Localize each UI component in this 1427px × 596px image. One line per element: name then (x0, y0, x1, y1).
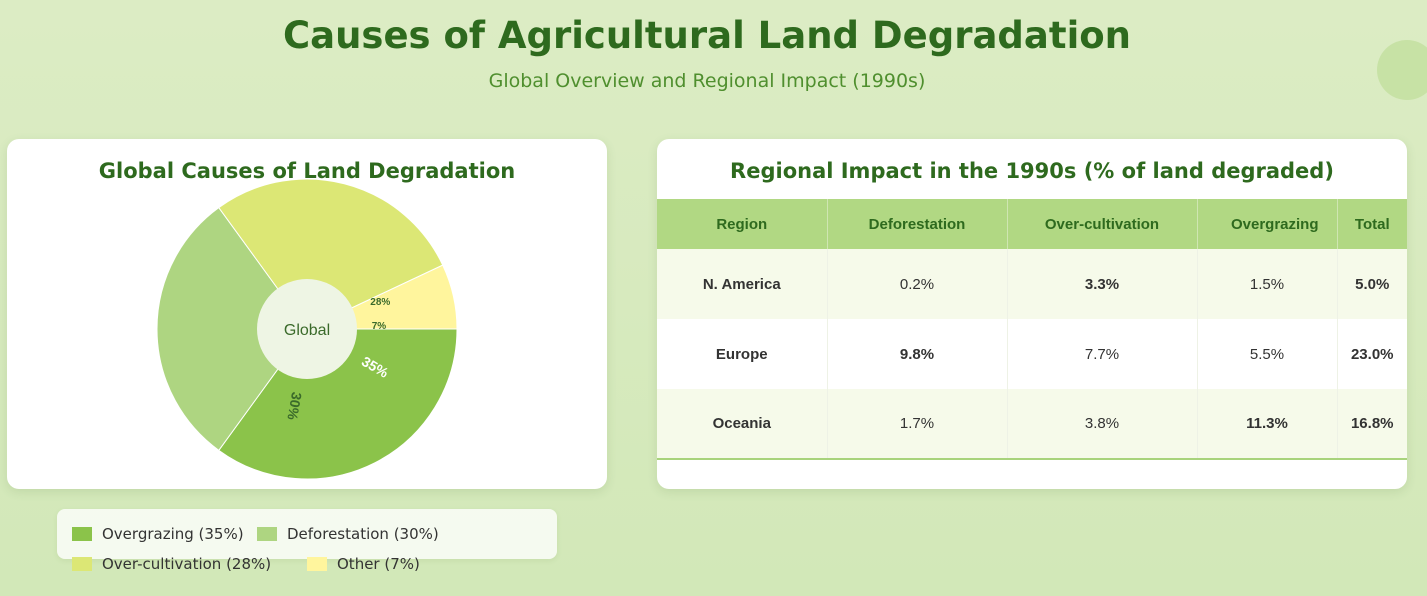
overgrazing-cell: 5.5% (1197, 319, 1338, 389)
pie-legend: Overgrazing (35%) Deforestation (30%) Ov… (57, 509, 557, 573)
pie-slice-label-over-cultivation: 28% (370, 297, 390, 308)
page-subtitle: Global Overview and Regional Impact (199… (488, 70, 926, 92)
legend-label-deforestation: Deforestation (30%) (287, 525, 439, 543)
table-row: N. America 0.2% 3.3% 1.5% 5.0% (657, 249, 1407, 319)
legend-swatch-deforestation (257, 527, 277, 541)
decorative-circle (1377, 40, 1427, 100)
region-cell: Europe (657, 319, 828, 389)
column-header-region[interactable]: Region (657, 199, 828, 249)
pie-center-hole (257, 279, 357, 379)
region-cell: N. America (657, 249, 828, 319)
deforestation-cell: 1.7% (827, 389, 1008, 460)
region-cell: Oceania (657, 389, 828, 460)
table-row: Oceania 1.7% 3.8% 11.3% 16.8% (657, 389, 1407, 460)
legend-item-overgrazing[interactable]: Overgrazing (35%) (72, 525, 244, 543)
regional-table-card: Regional Impact in the 1990s (% of land … (657, 139, 1407, 489)
over-cultivation-cell: 3.3% (1007, 249, 1198, 319)
legend-item-over-cultivation[interactable]: Over-cultivation (28%) (72, 555, 271, 573)
column-header-total[interactable]: Total (1337, 199, 1407, 249)
legend-item-other[interactable]: Other (7%) (307, 555, 420, 573)
legend-label-over-cultivation: Over-cultivation (28%) (102, 555, 272, 573)
legend-swatch-over-cultivation (72, 557, 92, 571)
pie-slice-overgrazing[interactable] (218, 328, 458, 480)
pie-slice-deforestation[interactable] (156, 206, 308, 452)
deforestation-cell: 0.2% (827, 249, 1008, 319)
over-cultivation-cell: 3.8% (1007, 389, 1198, 460)
legend-label-overgrazing: Overgrazing (35%) (102, 525, 244, 543)
pie-center-label: Global (284, 322, 330, 339)
total-cell: 5.0% (1337, 249, 1407, 319)
pie-chart-card: Global Causes of Land Degradation Global… (7, 139, 607, 489)
legend-label-other: Other (7%) (337, 555, 420, 573)
pie-slice-label-deforestation: 30% (284, 391, 305, 422)
column-header-deforestation[interactable]: Deforestation (827, 199, 1008, 249)
column-header-overgrazing[interactable]: Overgrazing (1197, 199, 1338, 249)
regional-table: Region Deforestation Over-cultivation Ov… (657, 199, 1407, 460)
legend-swatch-other (307, 557, 327, 571)
total-cell: 23.0% (1337, 319, 1407, 389)
regional-table-title: Regional Impact in the 1990s (% of land … (730, 159, 1334, 183)
overgrazing-cell: 1.5% (1197, 249, 1338, 319)
legend-item-deforestation[interactable]: Deforestation (30%) (257, 525, 439, 543)
pie-slice-label-other: 7% (372, 321, 387, 332)
legend-swatch-overgrazing (72, 527, 92, 541)
table-row: Europe 9.8% 7.7% 5.5% 23.0% (657, 319, 1407, 389)
deforestation-cell: 9.8% (827, 319, 1008, 389)
column-header-over-cultivation[interactable]: Over-cultivation (1007, 199, 1198, 249)
over-cultivation-cell: 7.7% (1007, 319, 1198, 389)
total-cell: 16.8% (1337, 389, 1407, 460)
pie-slice-over-cultivation[interactable] (218, 178, 444, 330)
table-header-row: Region Deforestation Over-cultivation Ov… (657, 199, 1407, 249)
overgrazing-cell: 11.3% (1197, 389, 1338, 460)
page-title: Causes of Agricultural Land Degradation (282, 14, 1132, 57)
